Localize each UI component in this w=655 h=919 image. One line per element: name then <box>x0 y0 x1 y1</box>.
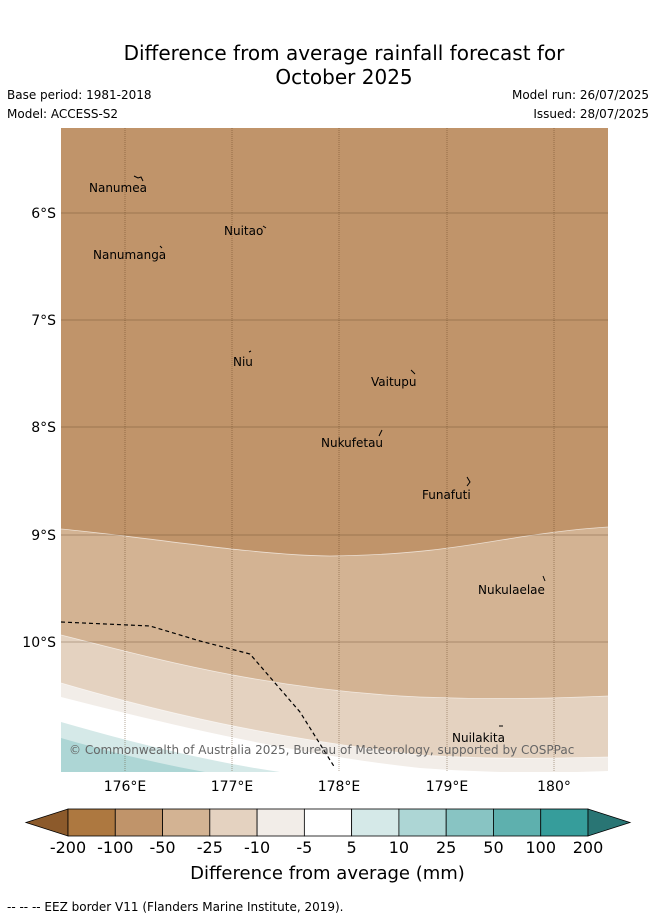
colorbar-segment <box>493 808 542 837</box>
meridian-lines <box>124 128 555 772</box>
title-line-2: October 2025 <box>275 65 413 89</box>
lon-tick-labels: 176°E 177°E 178°E 179°E 180° <box>104 779 571 795</box>
colorbar-tick-label: 50 <box>483 838 503 857</box>
place-labels: Nanumea Nuitao Nanumanga Niu Vaitupu Nuk… <box>89 181 545 745</box>
lat-tick-8s: 8°S <box>31 420 56 436</box>
colorbar-tick-label: 200 <box>573 838 604 857</box>
lon-tick-178e: 178°E <box>318 779 361 795</box>
place-label-nanumanga: Nanumanga <box>93 248 166 262</box>
colorbar-segment <box>67 808 116 837</box>
colorbar-segment <box>540 808 589 837</box>
lat-tick-7s: 7°S <box>31 313 56 329</box>
grid-lines <box>61 212 608 643</box>
colorbar-tick-label: 100 <box>525 838 556 857</box>
model-run-text: Model run: 26/07/2025 <box>511 88 649 102</box>
base-period-text: Base period: 1981-2018 <box>7 88 152 102</box>
colorbar-tick-label: 5 <box>347 838 357 857</box>
colorbar-tick-label: -25 <box>197 838 223 857</box>
lon-tick-177e: 177°E <box>211 779 254 795</box>
colorbar-segment <box>114 808 163 837</box>
colorbar-tick-label: -10 <box>244 838 270 857</box>
colorbar-tick-label: -5 <box>296 838 312 857</box>
colorbar-tick-label: 10 <box>389 838 409 857</box>
eez-footnote: -- -- -- EEZ border V11 (Flanders Marine… <box>7 900 344 914</box>
title-line-1: Difference from average rainfall forecas… <box>123 41 565 65</box>
place-label-funafuti: Funafuti <box>422 488 471 502</box>
colorbar-tick-label: 25 <box>436 838 456 857</box>
colorbar-segment <box>398 808 447 837</box>
colorbar-extend-low <box>24 808 69 837</box>
eez-border <box>61 621 336 769</box>
place-label-nuitao: Nuitao <box>224 224 263 238</box>
colorbar-tick-label: -200 <box>50 838 86 857</box>
place-label-nukulaelae: Nukulaelae <box>478 583 545 597</box>
island-marks <box>133 175 546 727</box>
band-minus-5-to-5 <box>61 697 608 772</box>
place-label-nuilakita: Nuilakita <box>452 731 505 745</box>
colorbar-segment <box>445 808 494 837</box>
colorbar-axis-label: Difference from average (mm) <box>190 863 465 884</box>
colorbar-segment <box>209 808 258 837</box>
colorbar-extend-high <box>587 808 632 837</box>
band-10-to-25 <box>61 738 205 772</box>
colorbar-segment <box>162 808 211 837</box>
place-label-niu: Niu <box>233 355 253 369</box>
lon-tick-180: 180° <box>537 779 571 795</box>
chart-title: Difference from average rainfall forecas… <box>0 41 655 89</box>
lon-tick-176e: 176°E <box>104 779 147 795</box>
model-text: Model: ACCESS-S2 <box>7 107 119 121</box>
colorbar-tick-label: -50 <box>149 838 175 857</box>
colorbar-segment <box>256 808 305 837</box>
colorbar-tick-label: -100 <box>97 838 133 857</box>
lat-tick-labels: 6°S 7°S 8°S 9°S 10°S <box>22 206 56 651</box>
lat-tick-9s: 9°S <box>31 528 56 544</box>
lat-tick-10s: 10°S <box>22 635 56 651</box>
place-label-nanumea: Nanumea <box>89 181 147 195</box>
colorbar-segment <box>351 808 400 837</box>
colorbar: -200 -100 -50 -25 -10 -5 5 10 25 50 100 200 <box>24 808 632 857</box>
place-label-nukufetau: Nukufetau <box>321 436 383 450</box>
lon-tick-179e: 179°E <box>426 779 469 795</box>
place-label-vaitupu: Vaitupu <box>371 375 417 389</box>
band-outlines <box>61 526 608 759</box>
colorbar-segment <box>303 808 353 837</box>
rainfall-map: Nanumea Nuitao Nanumanga Niu Vaitupu Nuk… <box>61 128 608 772</box>
issued-text: Issued: 28/07/2025 <box>533 107 649 121</box>
lat-tick-6s: 6°S <box>31 206 56 222</box>
copyright-text: © Commonwealth of Australia 2025, Bureau… <box>69 743 574 757</box>
